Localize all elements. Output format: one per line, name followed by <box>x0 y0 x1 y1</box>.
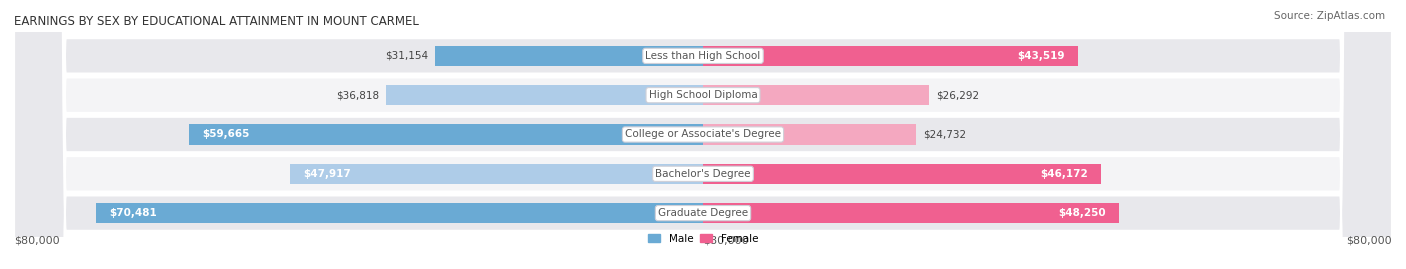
Bar <box>385 85 703 105</box>
Bar <box>703 85 929 105</box>
Text: Bachelor's Degree: Bachelor's Degree <box>655 169 751 179</box>
Text: College or Associate's Degree: College or Associate's Degree <box>626 129 780 140</box>
Bar <box>703 203 1119 223</box>
Text: $26,292: $26,292 <box>936 90 980 100</box>
Text: $36,818: $36,818 <box>336 90 380 100</box>
FancyBboxPatch shape <box>14 0 1392 269</box>
Bar <box>703 46 1078 66</box>
Text: $59,665: $59,665 <box>202 129 249 140</box>
Bar <box>703 164 1101 184</box>
Text: Source: ZipAtlas.com: Source: ZipAtlas.com <box>1274 11 1385 21</box>
Text: $80,000: $80,000 <box>14 236 59 246</box>
Bar <box>703 124 915 145</box>
FancyBboxPatch shape <box>14 0 1392 269</box>
Text: EARNINGS BY SEX BY EDUCATIONAL ATTAINMENT IN MOUNT CARMEL: EARNINGS BY SEX BY EDUCATIONAL ATTAINMEN… <box>14 15 419 28</box>
FancyBboxPatch shape <box>14 0 1392 269</box>
Text: $24,732: $24,732 <box>922 129 966 140</box>
Bar <box>434 46 703 66</box>
Text: $43,519: $43,519 <box>1018 51 1064 61</box>
Text: High School Diploma: High School Diploma <box>648 90 758 100</box>
Text: Less than High School: Less than High School <box>645 51 761 61</box>
FancyBboxPatch shape <box>14 0 1392 269</box>
Text: $46,172: $46,172 <box>1040 169 1088 179</box>
FancyBboxPatch shape <box>14 0 1392 269</box>
Text: $31,154: $31,154 <box>385 51 427 61</box>
Text: $48,250: $48,250 <box>1057 208 1105 218</box>
Text: $70,481: $70,481 <box>108 208 156 218</box>
Text: Graduate Degree: Graduate Degree <box>658 208 748 218</box>
Text: $80,000: $80,000 <box>703 236 748 246</box>
Bar <box>96 203 703 223</box>
Text: $47,917: $47,917 <box>304 169 352 179</box>
Bar <box>291 164 703 184</box>
Text: $80,000: $80,000 <box>1347 236 1392 246</box>
Legend: Male, Female: Male, Female <box>644 229 762 248</box>
Bar <box>190 124 703 145</box>
